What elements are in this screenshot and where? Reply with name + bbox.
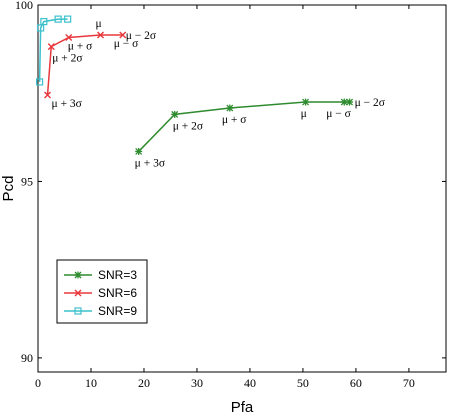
annotation-label: μ: [301, 108, 307, 120]
legend: SNR=3 SNR=6 SNR=9: [56, 259, 148, 324]
data-point: [171, 110, 179, 118]
data-point: [119, 31, 127, 39]
annotation-label: μ + 2σ: [52, 53, 83, 65]
legend-item: SNR=6: [64, 286, 137, 300]
data-point: [226, 104, 234, 112]
legend-swatch-marker: [74, 271, 82, 279]
legend-swatch-marker: [74, 307, 82, 315]
data-point: [346, 98, 354, 106]
x-tick-label: 0: [35, 376, 41, 390]
series-2: [35, 15, 72, 86]
annotation-label: μ + 2σ: [173, 120, 204, 132]
series-layer: [35, 15, 354, 155]
annotation-label: μ − σ: [114, 38, 139, 50]
y-axis-label: Pcd: [0, 176, 17, 202]
data-point: [54, 15, 62, 23]
annotation-label: μ + 3σ: [52, 98, 83, 110]
series-1: [44, 31, 127, 99]
x-tick-label: 40: [244, 376, 256, 390]
axis-ticks: [37, 4, 446, 372]
tick-labels: 0 10 20 30 40 50 60 70 90 95 100: [15, 0, 415, 390]
legend-label: SNR=3: [98, 268, 137, 282]
data-point: [135, 147, 143, 155]
x-tick-label: 10: [85, 376, 97, 390]
data-point: [47, 43, 55, 51]
annotation-label: μ + σ: [222, 114, 247, 126]
annotation-label: μ + 3σ: [135, 157, 166, 169]
data-point: [97, 31, 105, 39]
annotation-label: μ + σ: [68, 40, 93, 52]
legend-item: SNR=9: [64, 304, 137, 318]
data-point: [35, 78, 44, 86]
y-tick-label: 95: [21, 174, 33, 188]
annotation-label: μ − 2σ: [355, 97, 386, 109]
legend-label: SNR=9: [98, 304, 137, 318]
series-0: [135, 98, 354, 155]
x-tick-label: 30: [191, 376, 203, 390]
data-point: [44, 91, 52, 99]
legend-box: [56, 259, 148, 324]
data-point: [65, 33, 73, 41]
data-point: [40, 17, 48, 26]
data-point: [302, 98, 310, 106]
legend-swatch-marker: [74, 289, 82, 297]
x-tick-label: 60: [350, 376, 362, 390]
x-tick-label: 20: [138, 376, 150, 390]
data-point: [64, 15, 72, 23]
annotation-label: μ: [96, 18, 102, 30]
y-tick-label: 100: [15, 0, 33, 12]
legend-item: SNR=3: [64, 268, 137, 282]
x-axis-label: Pfa: [231, 399, 254, 416]
y-tick-label: 90: [21, 351, 33, 365]
annotation-label: μ − σ: [326, 108, 351, 120]
x-tick-label: 70: [403, 376, 415, 390]
legend-label: SNR=6: [98, 286, 137, 300]
annotation-label: μ − 2σ: [126, 30, 157, 42]
x-tick-label: 50: [297, 376, 309, 390]
